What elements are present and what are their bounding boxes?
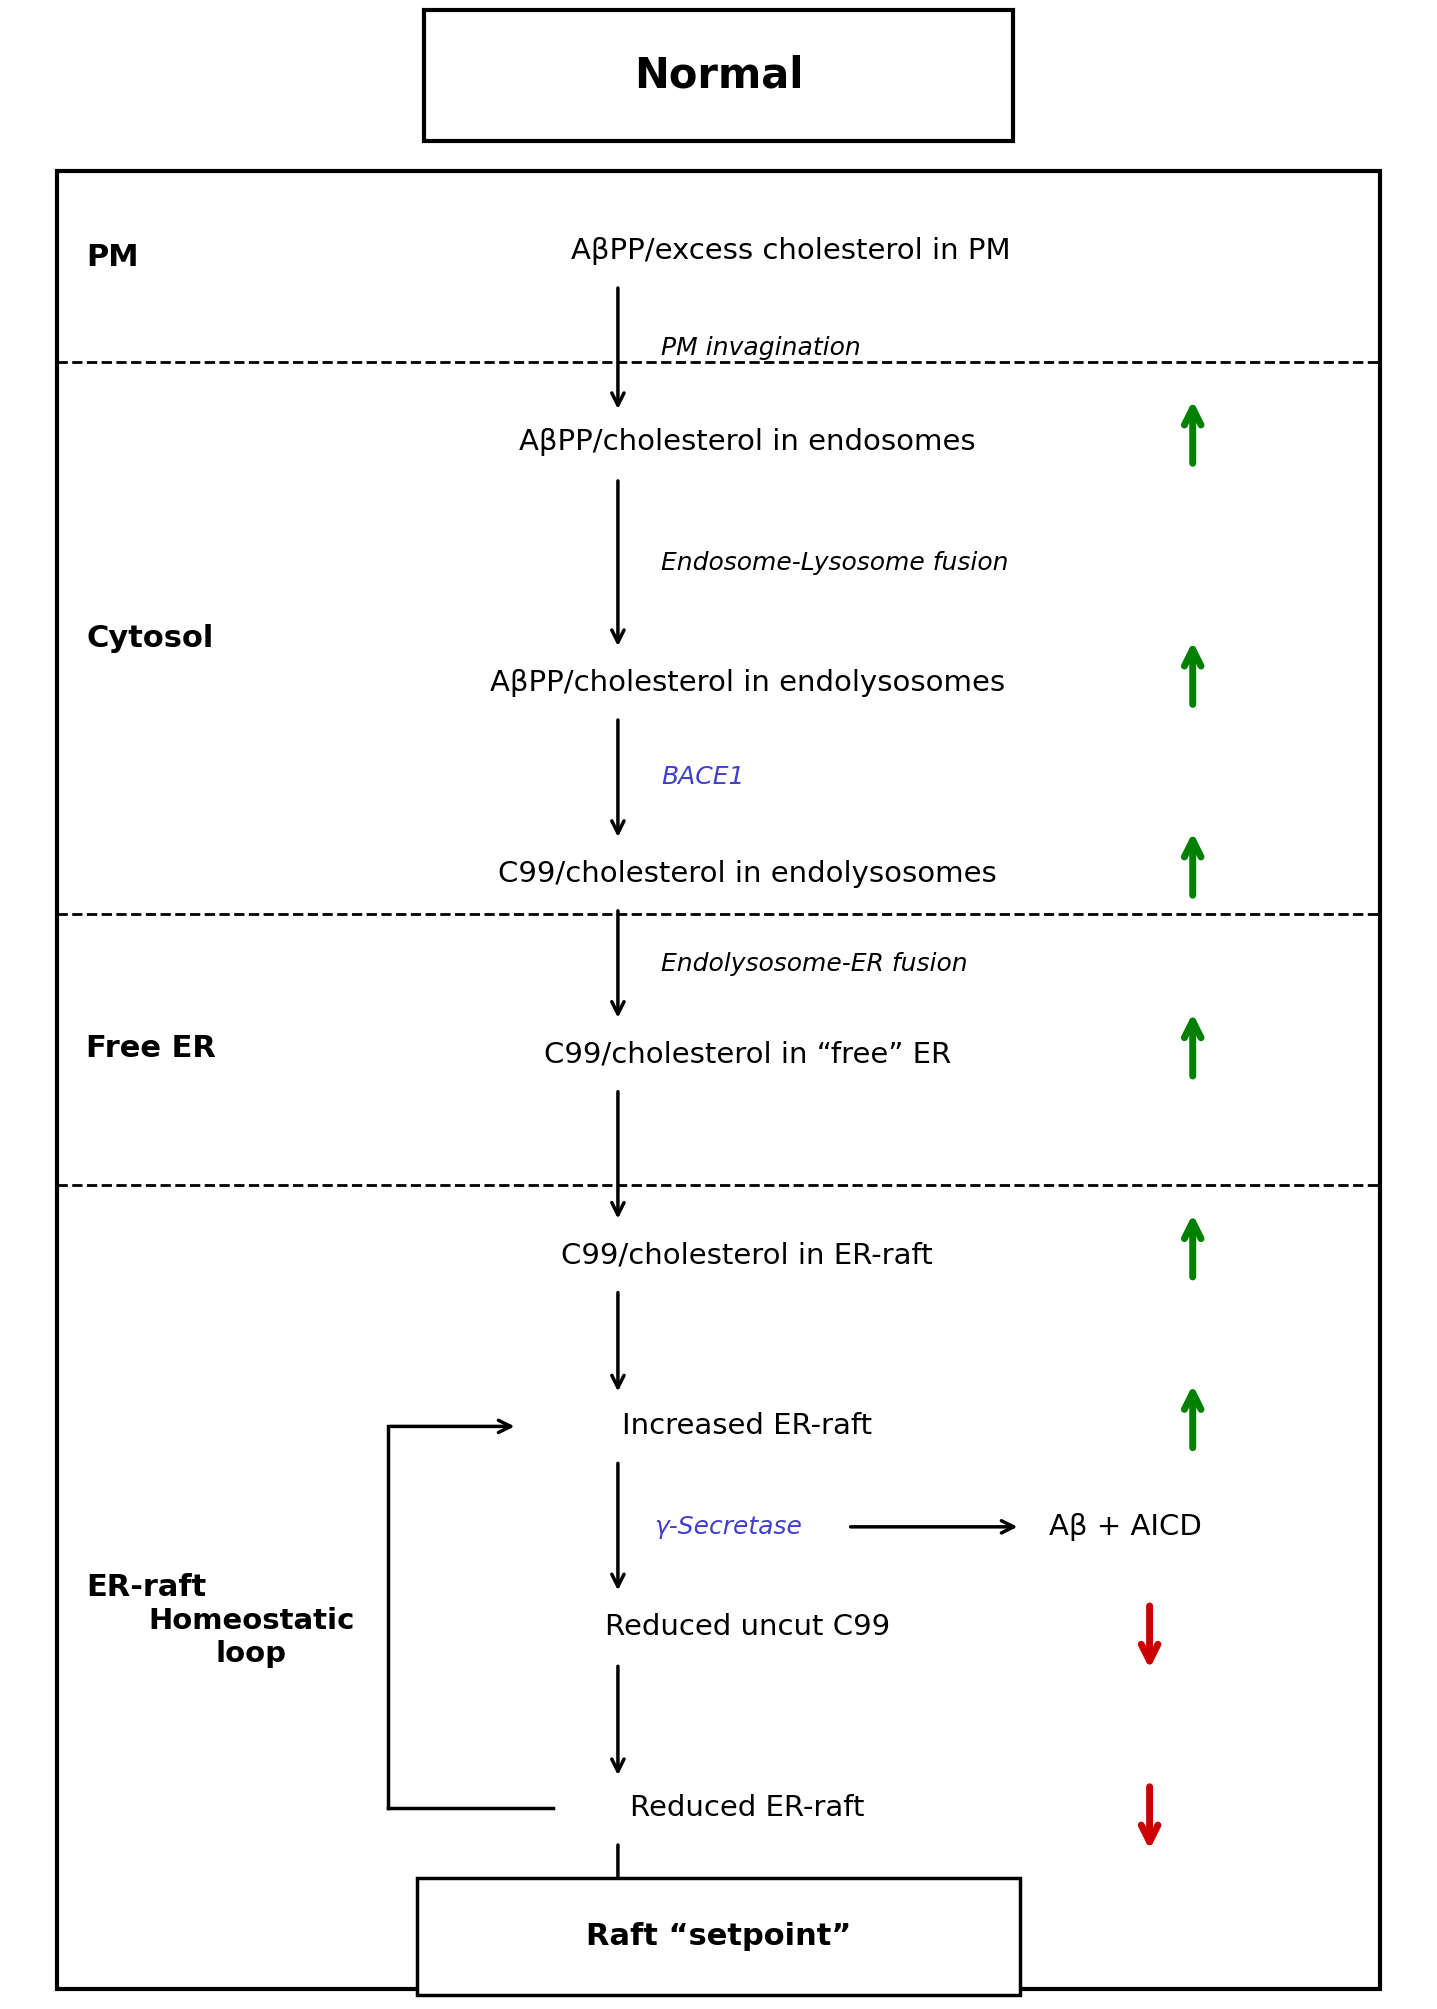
Text: AβPP/cholesterol in endolysosomes: AβPP/cholesterol in endolysosomes	[490, 669, 1004, 697]
Text: Aβ + AICD: Aβ + AICD	[1049, 1513, 1201, 1541]
Text: Reduced uncut C99: Reduced uncut C99	[605, 1613, 890, 1641]
Text: C99/cholesterol in ER-raft: C99/cholesterol in ER-raft	[562, 1242, 933, 1270]
Text: Raft “setpoint”: Raft “setpoint”	[586, 1923, 851, 1951]
Text: Homeostatic
loop: Homeostatic loop	[148, 1607, 355, 1667]
Text: γ-Secretase: γ-Secretase	[654, 1515, 802, 1539]
Text: Endosome-Lysosome fusion: Endosome-Lysosome fusion	[661, 550, 1009, 575]
FancyBboxPatch shape	[57, 171, 1380, 1989]
Text: C99/cholesterol in “free” ER: C99/cholesterol in “free” ER	[543, 1041, 951, 1069]
FancyBboxPatch shape	[417, 1878, 1020, 1995]
Text: Reduced ER-raft: Reduced ER-raft	[629, 1794, 865, 1822]
Text: PM invagination: PM invagination	[661, 336, 861, 360]
Text: AβPP/cholesterol in endosomes: AβPP/cholesterol in endosomes	[519, 428, 976, 456]
Text: Increased ER-raft: Increased ER-raft	[622, 1412, 872, 1440]
Text: PM: PM	[86, 243, 139, 271]
Text: BACE1: BACE1	[661, 765, 744, 790]
Text: Normal: Normal	[634, 54, 803, 96]
Text: C99/cholesterol in endolysosomes: C99/cholesterol in endolysosomes	[497, 860, 997, 888]
Text: Endolysosome-ER fusion: Endolysosome-ER fusion	[661, 952, 967, 976]
Text: Cytosol: Cytosol	[86, 625, 214, 653]
Text: Free ER: Free ER	[86, 1035, 216, 1063]
FancyBboxPatch shape	[424, 10, 1013, 141]
Text: ER-raft: ER-raft	[86, 1573, 207, 1601]
Text: AβPP/excess cholesterol in PM: AβPP/excess cholesterol in PM	[570, 237, 1010, 265]
